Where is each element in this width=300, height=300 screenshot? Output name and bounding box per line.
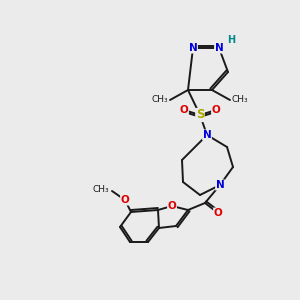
Text: CH₃: CH₃	[152, 95, 168, 104]
Text: O: O	[180, 105, 188, 115]
Text: O: O	[214, 208, 222, 218]
Text: N: N	[189, 43, 197, 53]
Text: S: S	[196, 109, 204, 122]
Text: O: O	[168, 201, 176, 211]
Text: CH₃: CH₃	[232, 95, 249, 104]
Text: N: N	[216, 180, 224, 190]
Text: CH₃: CH₃	[92, 184, 109, 194]
Text: H: H	[227, 35, 235, 45]
Text: O: O	[212, 105, 220, 115]
Text: N: N	[214, 43, 224, 53]
Text: O: O	[121, 195, 129, 205]
Text: N: N	[202, 130, 211, 140]
